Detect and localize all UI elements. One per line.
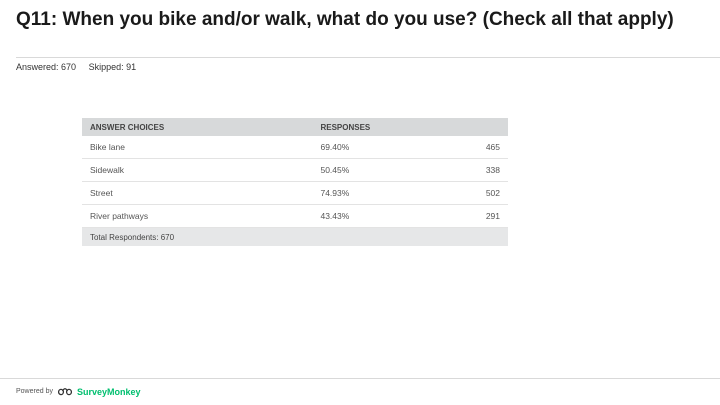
powered-by-text: Powered by [16, 388, 53, 395]
response-count: 291 [438, 204, 508, 228]
table-row: Street 74.93% 502 [82, 181, 508, 205]
response-stats: Answered: 670 Skipped: 91 [16, 62, 146, 72]
response-percent: 74.93% [312, 181, 439, 205]
title-divider [16, 57, 720, 58]
table-row: River pathways 43.43% 291 [82, 204, 508, 228]
table-row: Sidewalk 50.45% 338 [82, 158, 508, 182]
response-percent: 50.45% [312, 158, 439, 182]
response-count: 338 [438, 158, 508, 182]
surveymonkey-logo-icon [57, 386, 73, 397]
response-count: 465 [438, 136, 508, 159]
surveymonkey-brand: SurveyMonkey [76, 386, 141, 397]
table-row: Bike lane 69.40% 465 [82, 136, 508, 159]
footer-divider [0, 378, 720, 379]
answer-choice: Bike lane [82, 136, 313, 159]
response-count: 502 [438, 181, 508, 205]
results-table: ANSWER CHOICES RESPONSES Bike lane 69.40… [82, 118, 508, 246]
answer-choice: River pathways [82, 204, 313, 228]
footer: Powered by SurveyMonkey [16, 386, 141, 397]
table-header-row: ANSWER CHOICES RESPONSES [82, 118, 508, 136]
answer-choice: Sidewalk [82, 158, 313, 182]
skipped-count: Skipped: 91 [88, 62, 137, 72]
total-empty-cell [312, 227, 508, 246]
answer-choice: Street [82, 181, 313, 205]
answered-count: Answered: 670 [16, 62, 77, 72]
total-respondents: Total Respondents: 670 [82, 227, 313, 246]
response-percent: 69.40% [312, 136, 439, 159]
header-answer-choices: ANSWER CHOICES [82, 118, 313, 136]
question-title: Q11: When you bike and/or walk, what do … [16, 9, 674, 30]
header-responses: RESPONSES [312, 118, 508, 136]
total-row: Total Respondents: 670 [82, 227, 508, 246]
response-percent: 43.43% [312, 204, 439, 228]
